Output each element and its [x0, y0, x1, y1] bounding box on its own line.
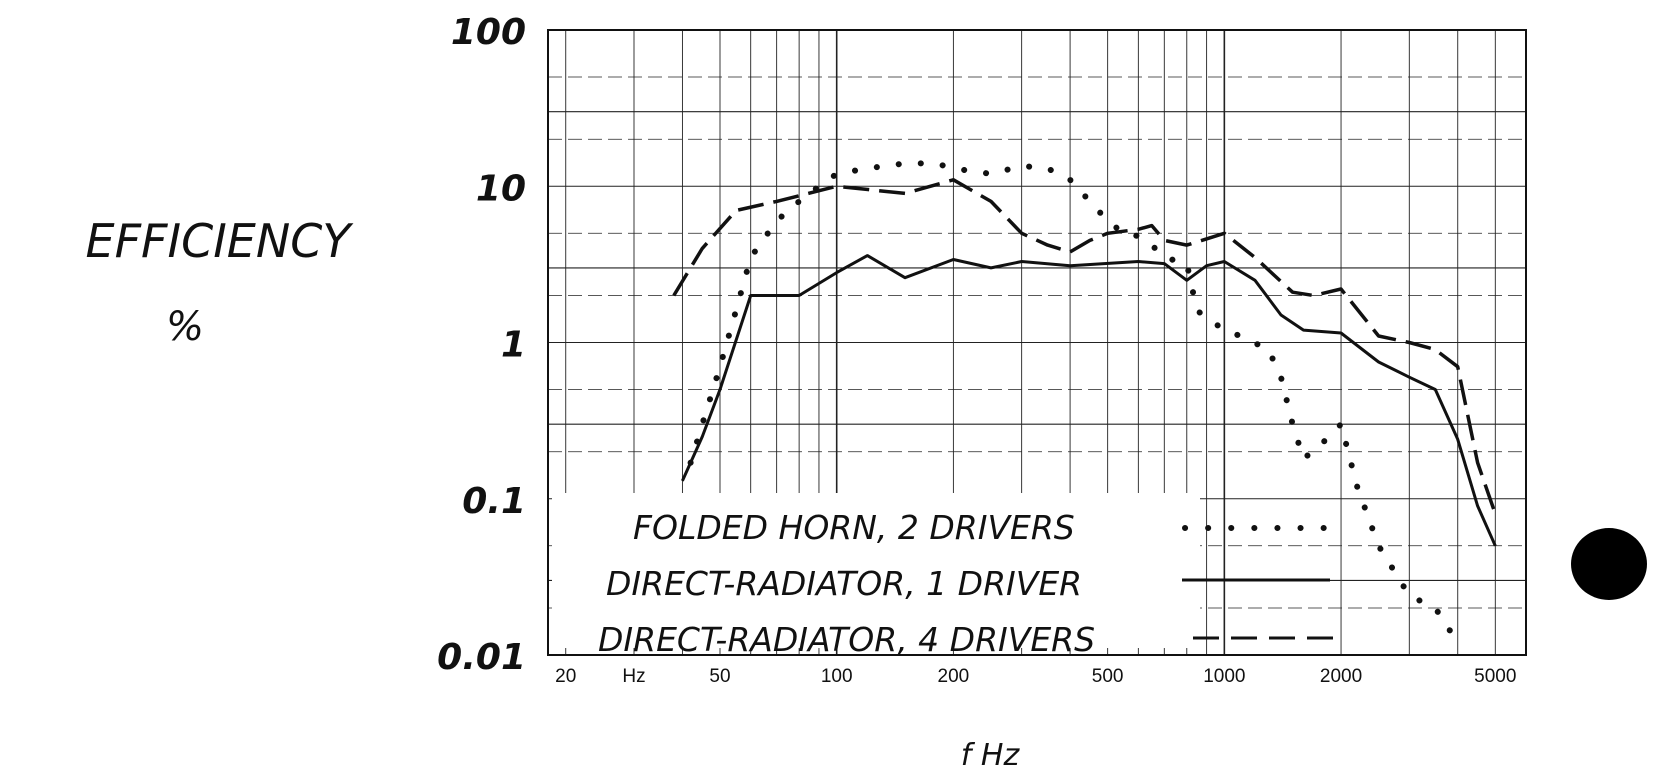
x-tick-label: 500 [1092, 666, 1124, 687]
series-line-dotted [687, 160, 1461, 646]
x-tick-label: 20 [555, 666, 576, 687]
x-axis-label: f Hz [961, 738, 1021, 773]
ink-blot [1571, 528, 1647, 600]
x-tick-label: 200 [938, 666, 970, 687]
y-tick-label: 10 [476, 168, 526, 209]
series-line-solid [681, 254, 1497, 547]
series-line-dashed [672, 178, 1497, 515]
y-axis-label: EFFICIENCY [86, 214, 355, 268]
x-tick-label: 100 [821, 666, 853, 687]
x-tick-label: Hz [622, 666, 645, 687]
y-axis-unit: % [166, 304, 204, 350]
tick-labels: 20 Hz 50 100 200 500 1000 2000 5000 100 10 1 0.1 0.01 [437, 12, 1516, 687]
x-tick-label: 50 [709, 666, 730, 687]
y-tick-label: 100 [451, 12, 526, 53]
legend: FOLDED HORN, 2 DRIVERS DIRECT-RADIATOR, … [552, 493, 1343, 659]
legend-label-direct-4: DIRECT-RADIATOR, 4 DRIVERS [598, 620, 1095, 659]
legend-label-direct-1: DIRECT-RADIATOR, 1 DRIVER [606, 564, 1082, 603]
legend-label-folded-horn: FOLDED HORN, 2 DRIVERS [633, 508, 1075, 547]
y-tick-label: 0.1 [462, 481, 526, 522]
x-tick-label: 5000 [1474, 666, 1516, 687]
legend-box [552, 493, 1200, 648]
x-tick-label: 1000 [1203, 666, 1245, 687]
y-tick-label: 1 [501, 325, 526, 366]
series-lines [672, 160, 1497, 646]
y-tick-label: 0.01 [437, 637, 526, 678]
plot-frame [547, 29, 1527, 656]
x-tick-label: 2000 [1320, 666, 1362, 687]
